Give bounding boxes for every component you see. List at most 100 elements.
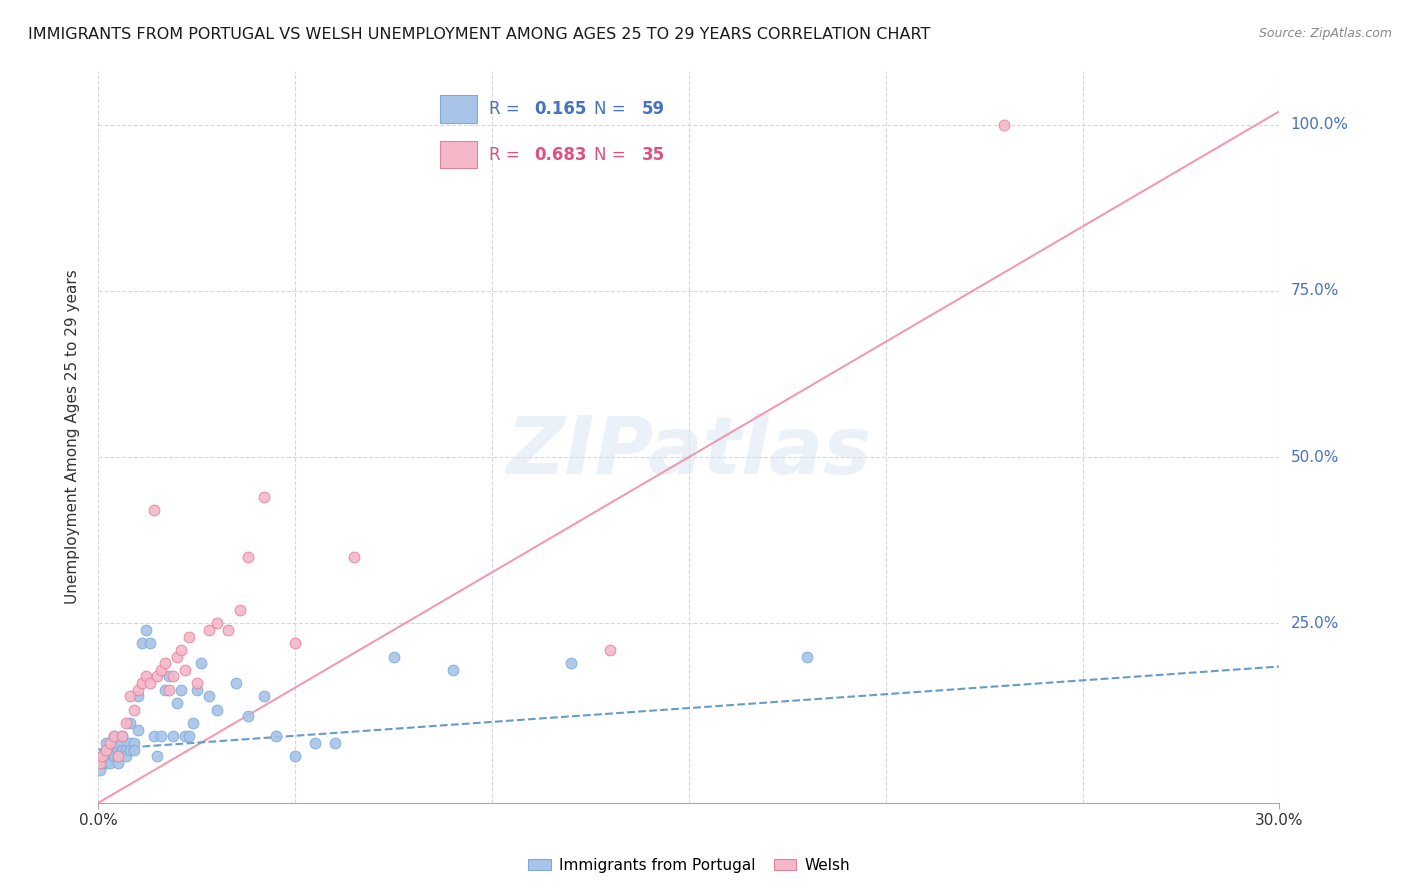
Point — [103, 742, 125, 756]
Point — [236, 549, 259, 564]
Point — [323, 736, 346, 750]
Point — [103, 729, 125, 743]
Point — [441, 663, 464, 677]
Point — [150, 663, 173, 677]
Point — [304, 736, 326, 750]
Point — [96, 742, 118, 756]
Point — [107, 736, 129, 750]
Point — [118, 690, 141, 704]
Point — [142, 503, 165, 517]
Point — [98, 736, 121, 750]
Point — [89, 763, 111, 777]
Point — [103, 729, 125, 743]
Point — [174, 729, 197, 743]
Point — [131, 676, 153, 690]
Text: 75.0%: 75.0% — [1291, 284, 1339, 298]
Point — [157, 669, 180, 683]
Point — [138, 676, 160, 690]
Point — [111, 729, 134, 743]
Point — [217, 623, 239, 637]
Point — [205, 616, 228, 631]
Point — [225, 676, 247, 690]
Point — [146, 749, 169, 764]
Point — [229, 603, 252, 617]
Point — [155, 656, 177, 670]
Point — [107, 749, 129, 764]
Point — [122, 703, 145, 717]
Point — [111, 729, 134, 743]
Legend: Immigrants from Portugal, Welsh: Immigrants from Portugal, Welsh — [522, 852, 856, 880]
Point — [560, 656, 582, 670]
Point — [599, 643, 621, 657]
Point — [264, 729, 287, 743]
Point — [98, 742, 121, 756]
Point — [162, 669, 184, 683]
Point — [127, 723, 149, 737]
Point — [166, 649, 188, 664]
Point — [91, 756, 114, 770]
Point — [146, 669, 169, 683]
Point — [98, 749, 121, 764]
Point — [118, 742, 141, 756]
Point — [107, 742, 129, 756]
Point — [118, 736, 141, 750]
Point — [103, 749, 125, 764]
Point — [127, 682, 149, 697]
Point — [91, 749, 114, 764]
Text: 100.0%: 100.0% — [1291, 117, 1348, 132]
Point — [155, 682, 177, 697]
Point — [98, 756, 121, 770]
Y-axis label: Unemployment Among Ages 25 to 29 years: Unemployment Among Ages 25 to 29 years — [65, 269, 80, 605]
Point — [89, 756, 111, 770]
Point — [162, 729, 184, 743]
Point — [115, 716, 138, 731]
Point — [186, 676, 208, 690]
Point — [91, 749, 114, 764]
Point — [96, 756, 118, 770]
Point — [115, 749, 138, 764]
Point — [93, 749, 115, 764]
Point — [170, 682, 193, 697]
Point — [177, 630, 200, 644]
Point — [96, 736, 118, 750]
Point — [236, 709, 259, 723]
Point — [170, 643, 193, 657]
Point — [343, 549, 366, 564]
Point — [796, 649, 818, 664]
Point — [253, 690, 276, 704]
Text: Source: ZipAtlas.com: Source: ZipAtlas.com — [1258, 27, 1392, 40]
Point — [115, 742, 138, 756]
Point — [122, 742, 145, 756]
Point — [135, 669, 157, 683]
Point — [122, 736, 145, 750]
Point — [97, 749, 120, 764]
Point — [197, 690, 219, 704]
Point — [205, 703, 228, 717]
Point — [107, 756, 129, 770]
Point — [284, 749, 307, 764]
Point — [284, 636, 307, 650]
Point — [166, 696, 188, 710]
Point — [197, 623, 219, 637]
Point — [101, 736, 124, 750]
Text: IMMIGRANTS FROM PORTUGAL VS WELSH UNEMPLOYMENT AMONG AGES 25 TO 29 YEARS CORRELA: IMMIGRANTS FROM PORTUGAL VS WELSH UNEMPL… — [28, 27, 931, 42]
Point — [382, 649, 405, 664]
Point — [142, 729, 165, 743]
Point — [181, 716, 204, 731]
Text: 25.0%: 25.0% — [1291, 615, 1339, 631]
Point — [190, 656, 212, 670]
Point — [138, 636, 160, 650]
Point — [150, 729, 173, 743]
Point — [127, 690, 149, 704]
Point — [177, 729, 200, 743]
Point — [131, 636, 153, 650]
Point — [107, 749, 129, 764]
Point — [118, 716, 141, 731]
Point — [135, 623, 157, 637]
Point — [111, 742, 134, 756]
Point — [174, 663, 197, 677]
Text: ZIPatlas: ZIPatlas — [506, 413, 872, 491]
Point — [157, 682, 180, 697]
Point — [993, 118, 1015, 132]
Point — [253, 490, 276, 504]
